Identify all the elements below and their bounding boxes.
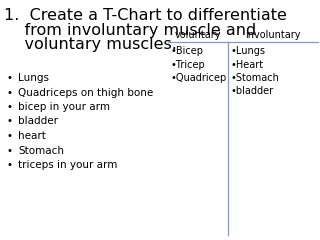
Text: •: • (7, 131, 13, 141)
Text: Lungs: Lungs (18, 73, 49, 83)
Text: •: • (7, 88, 13, 97)
Text: voluntary muscles.: voluntary muscles. (4, 37, 177, 52)
Text: •Bicep: •Bicep (170, 46, 203, 56)
Text: •Quadricep: •Quadricep (170, 73, 226, 83)
Text: involuntary: involuntary (245, 30, 301, 40)
Text: Stomach: Stomach (18, 145, 64, 156)
Text: •: • (7, 73, 13, 83)
Text: bicep in your arm: bicep in your arm (18, 102, 110, 112)
Text: •: • (7, 102, 13, 112)
Text: from involuntary muscle and: from involuntary muscle and (4, 23, 256, 37)
Text: •: • (7, 116, 13, 126)
Text: •Lungs: •Lungs (231, 46, 266, 56)
Text: voluntary: voluntary (175, 30, 221, 40)
Text: •bladder: •bladder (231, 86, 274, 96)
Text: heart: heart (18, 131, 46, 141)
Text: triceps in your arm: triceps in your arm (18, 160, 117, 170)
Text: •: • (7, 145, 13, 156)
Text: •Stomach: •Stomach (231, 73, 280, 83)
Text: •Heart: •Heart (231, 60, 264, 70)
Text: •: • (7, 160, 13, 170)
Text: bladder: bladder (18, 116, 58, 126)
Text: 1.  Create a T-Chart to differentiate: 1. Create a T-Chart to differentiate (4, 8, 287, 23)
Text: •Tricep: •Tricep (170, 60, 205, 70)
Text: Quadriceps on thigh bone: Quadriceps on thigh bone (18, 88, 153, 97)
